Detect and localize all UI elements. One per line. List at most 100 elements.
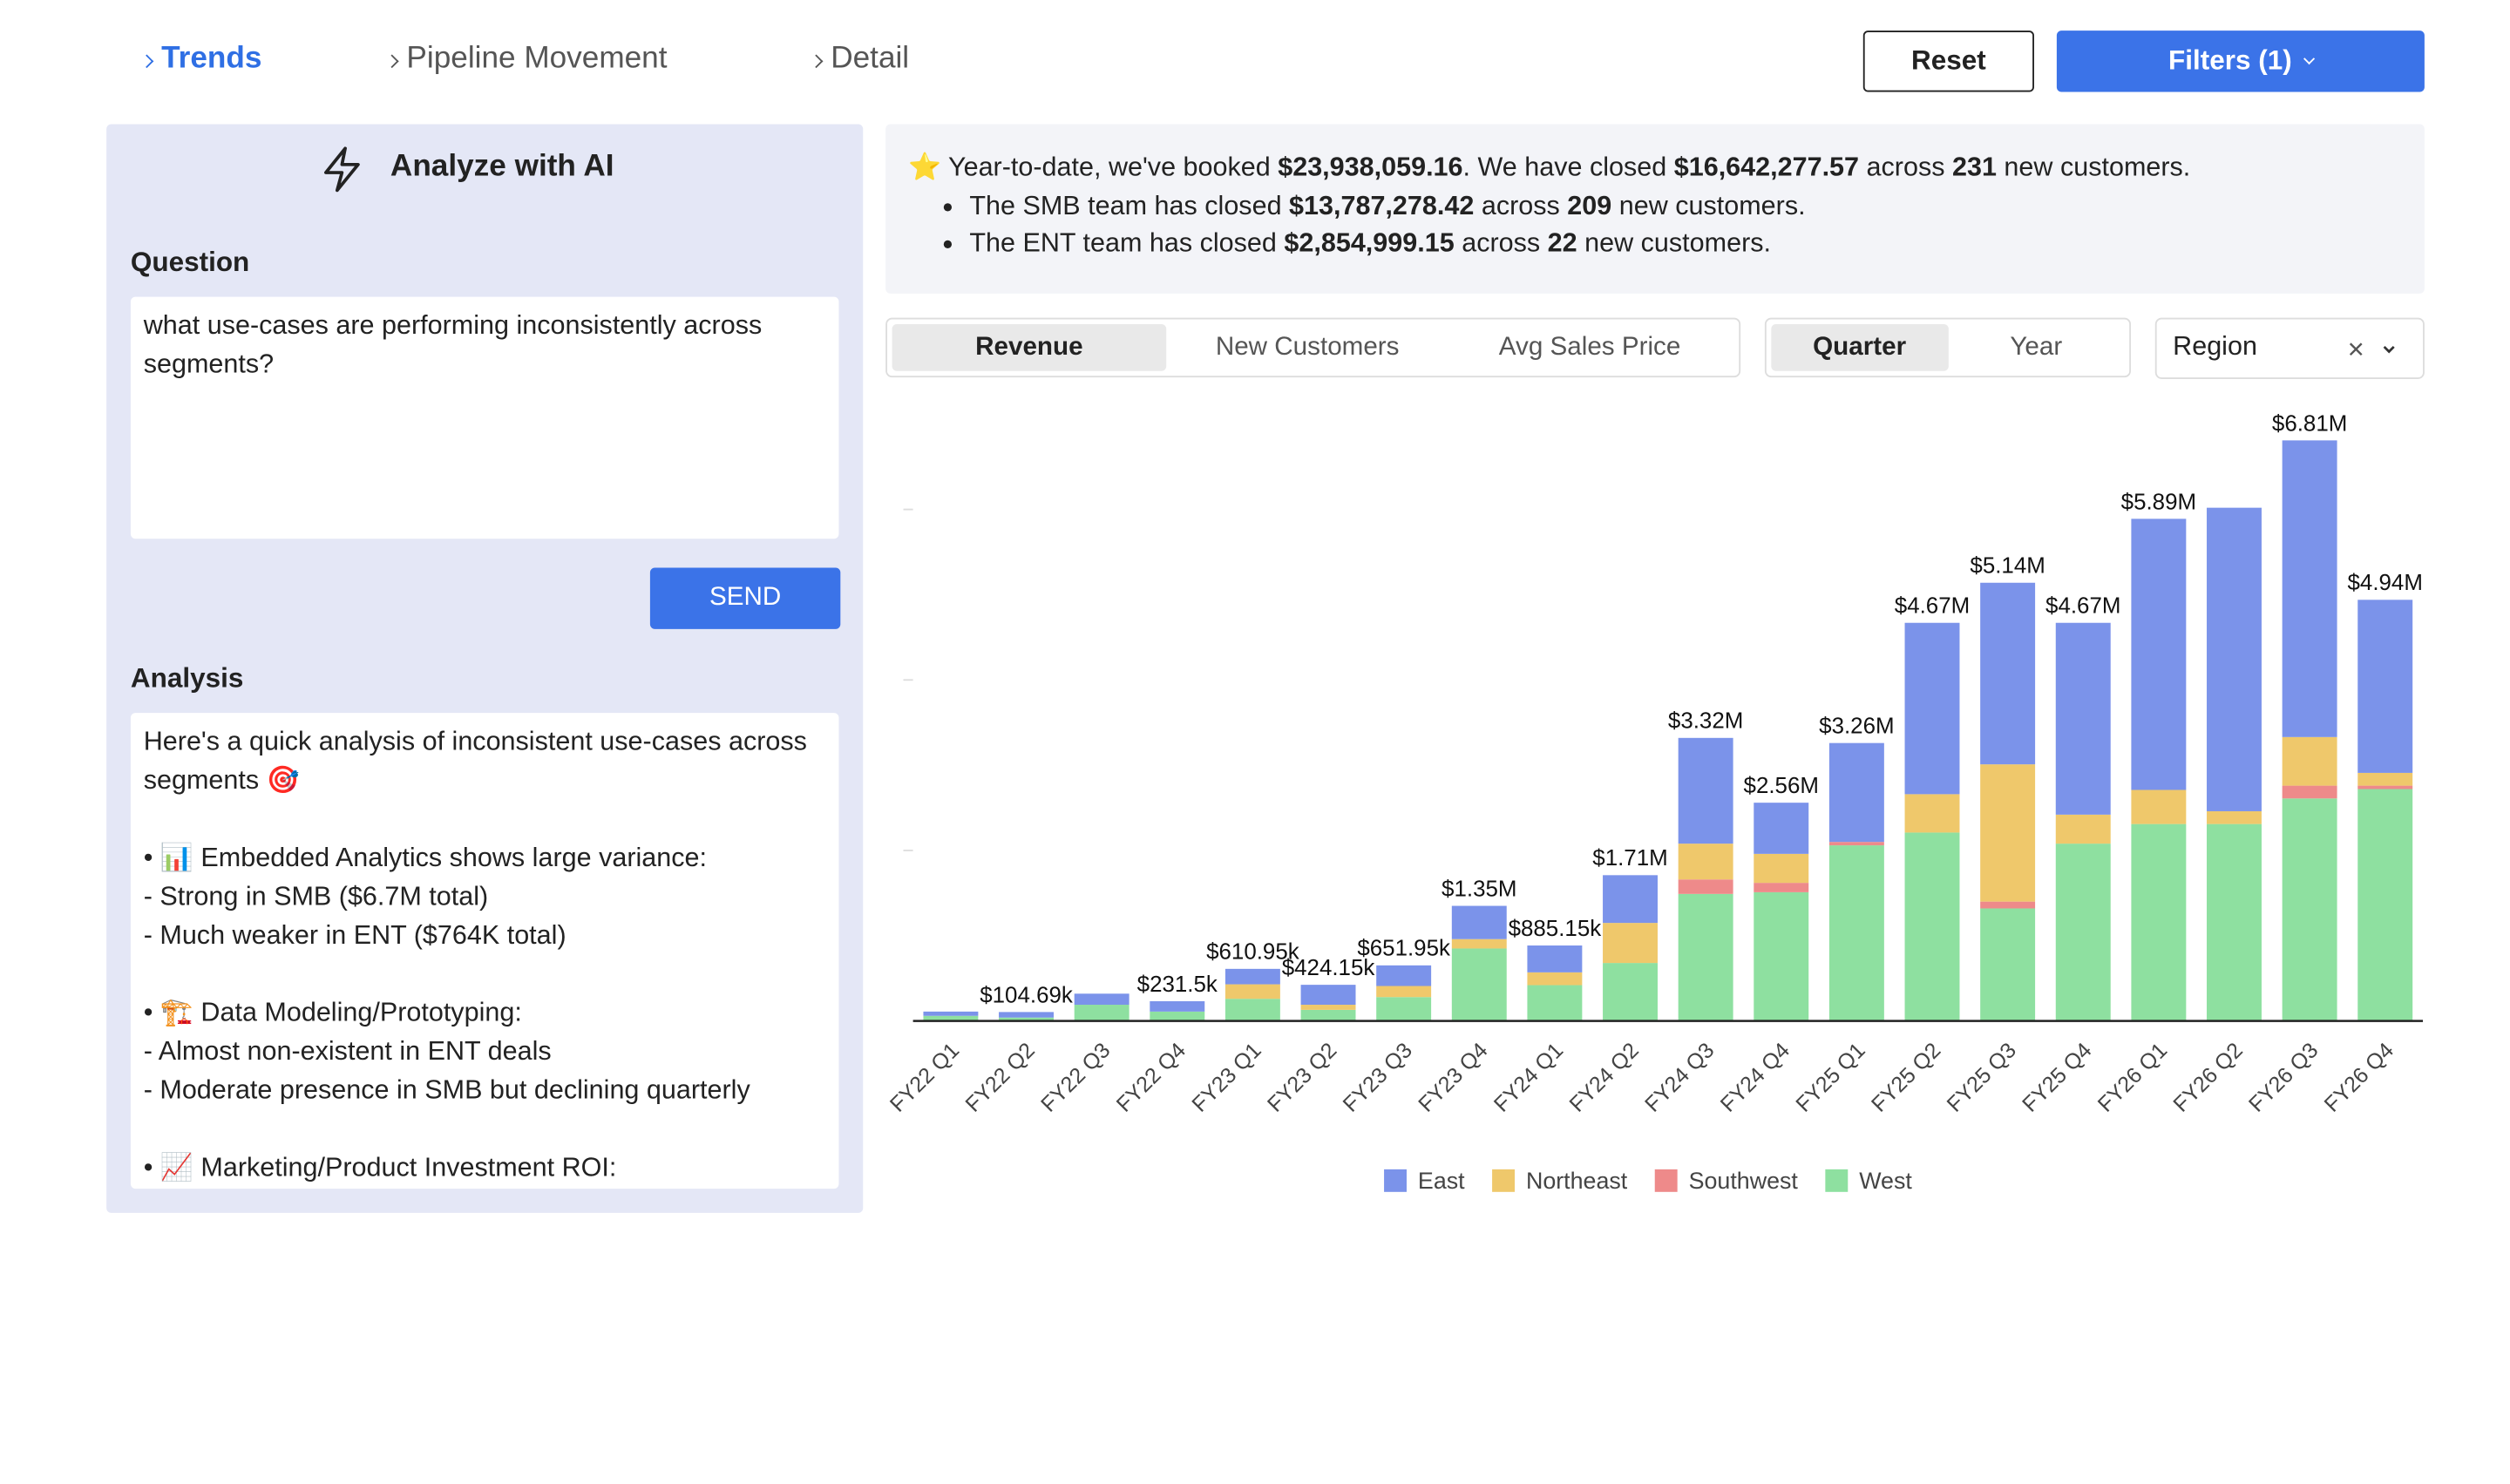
summary-bullets: The SMB team has closed $13,787,278.42 a…: [908, 188, 2402, 264]
bar-segment: [1904, 622, 1960, 795]
bar-segment: [1754, 883, 1809, 892]
analysis-paragraph: • 📊 Embedded Analytics shows large varia…: [144, 838, 826, 954]
summary-figure: $2,854,999.15: [1284, 228, 1455, 259]
select-icons[interactable]: [2349, 342, 2404, 358]
analysis-line: • 📊 Embedded Analytics shows large varia…: [143, 844, 708, 873]
bar-segment: [999, 1012, 1055, 1018]
group-value: Region: [2173, 332, 2257, 362]
analysis-line: • 📈 Marketing/Product Investment ROI:: [143, 1153, 617, 1182]
x-tick-label: FY25 Q3: [1943, 1038, 2021, 1116]
x-tick-label: FY23 Q4: [1414, 1038, 1493, 1117]
reset-button[interactable]: Reset: [1862, 30, 2034, 92]
summary-text: . We have closed: [1462, 152, 1674, 183]
legend-swatch: [1384, 1169, 1407, 1192]
x-tick-label: FY22 Q3: [1036, 1038, 1115, 1116]
bar-segment: [2131, 823, 2187, 1021]
bar-segment: [1754, 803, 1809, 854]
period-option[interactable]: Quarter: [1771, 324, 1948, 371]
metric-toggle: Revenue New Customers Avg Sales Price: [885, 317, 1741, 378]
bar-segment: [2207, 507, 2262, 811]
legend-swatch: [1492, 1169, 1516, 1192]
total-label: $5.14M: [1970, 554, 2045, 579]
analysis-paragraph: • 🏗️ Data Modeling/Prototyping: - Almost …: [144, 993, 826, 1109]
analysis-line: • 🏗️ Data Modeling/Prototyping:: [143, 998, 522, 1028]
x-tick-label: FY23 Q1: [1187, 1038, 1265, 1116]
bar-segment: [1376, 965, 1432, 986]
bar-segment: [1828, 842, 1884, 846]
x-tick-label: FY26 Q4: [2320, 1038, 2399, 1117]
bar-segment: [2055, 844, 2111, 1021]
bar-segment: [1603, 963, 1658, 1021]
summary-figure: $16,642,277.57: [1673, 152, 1860, 183]
bar-segment: [1150, 1011, 1205, 1021]
bar-segment: [1678, 844, 1733, 880]
question-input[interactable]: what use-cases are performing inconsiste…: [130, 296, 839, 539]
bar-segment: [1828, 845, 1884, 1021]
x-tick-label: FY25 Q2: [1867, 1038, 1945, 1116]
group-select[interactable]: Region: [2154, 317, 2425, 379]
summary-figure: $13,787,278.42: [1289, 191, 1475, 220]
tab-detail[interactable]: Detail: [809, 42, 910, 78]
x-tick-label: FY25 Q1: [1791, 1038, 1869, 1116]
x-tick-label: FY22 Q1: [885, 1038, 964, 1116]
chevron: [2303, 52, 2315, 64]
total-label: $3.26M: [1819, 715, 1894, 739]
bar-segment: [1451, 939, 1507, 949]
summary-text: new customers.: [1996, 152, 2191, 183]
bar-segment: [1300, 1005, 1356, 1010]
analysis-paragraph: • 📈 Marketing/Product Investment ROI:: [144, 1149, 826, 1187]
analysis-output: Here's a quick analysis of inconsistent …: [130, 713, 839, 1189]
x-tick-label: FY22 Q4: [1112, 1038, 1191, 1117]
legend-swatch: [1654, 1169, 1678, 1192]
x-tick-label: FY26 Q3: [2244, 1038, 2323, 1116]
bar-segment: [1451, 948, 1507, 1021]
total-label: $231.5k: [1137, 972, 1218, 997]
metric-option[interactable]: New Customers: [1215, 333, 1400, 361]
bar-segment: [1828, 742, 1884, 843]
filters-button[interactable]: Filters (1): [2056, 30, 2425, 92]
bar-segment: [2207, 823, 2262, 1021]
x-tick-label: FY22 Q2: [960, 1038, 1039, 1116]
bar-segment: [1603, 875, 1658, 924]
summary-text: The SMB team has closed: [969, 191, 1290, 220]
x-tick-label: FY26 Q2: [2168, 1038, 2247, 1116]
tab-label[interactable]: Detail: [831, 42, 910, 76]
send-button[interactable]: SEND: [649, 567, 841, 629]
total-label: $3.32M: [1668, 709, 1743, 734]
tab-pipeline[interactable]: Pipeline Movement: [384, 42, 668, 78]
bar-segment: [1527, 972, 1583, 986]
summary-text: across: [1474, 191, 1568, 220]
analysis-paragraph: Here's a quick analysis of inconsistent …: [144, 722, 826, 800]
summary: ⭐ Year-to-date, we've booked $23,938,059…: [885, 124, 2425, 294]
legend-swatch: [1825, 1169, 1849, 1192]
metric-option[interactable]: Avg Sales Price: [1498, 333, 1681, 361]
analysis-line: Here's a quick analysis of inconsistent …: [143, 727, 807, 796]
x-tick-label: FY25 Q4: [2018, 1038, 2097, 1117]
metric-option[interactable]: Revenue: [892, 324, 1167, 371]
bar-segment: [1527, 945, 1583, 972]
total-label: $104.69k: [980, 983, 1073, 1007]
analysis-line: - Strong in SMB ($6.7M total): [143, 882, 489, 911]
x-tick-label: FY23 Q2: [1263, 1038, 1341, 1116]
bar-segment: [1980, 582, 2036, 765]
bar-segment: [999, 1017, 1055, 1021]
bar-segment: [1376, 986, 1432, 998]
period-option[interactable]: Year: [2010, 333, 2063, 361]
x-tick-label: FY24 Q1: [1489, 1038, 1568, 1116]
filters-label[interactable]: Filters (1): [2168, 44, 2292, 76]
bar-segment: [2131, 518, 2187, 790]
tab-trends[interactable]: Trends: [139, 42, 262, 78]
bar-segment: [2055, 622, 2111, 815]
bar-segment: [923, 1015, 979, 1021]
total-label: $610.95k: [1206, 940, 1299, 965]
analysis-label: Analysis: [130, 662, 244, 694]
summary-figure: 231: [1951, 152, 1997, 183]
legend-label: East: [1418, 1168, 1465, 1194]
bar-segment: [2357, 789, 2413, 1021]
bar-segment: [1980, 901, 2036, 909]
bar-segment: [1451, 905, 1507, 939]
tab-label[interactable]: Trends: [161, 42, 262, 76]
summary-text: across: [1454, 228, 1548, 259]
tab-label[interactable]: Pipeline Movement: [406, 42, 668, 76]
